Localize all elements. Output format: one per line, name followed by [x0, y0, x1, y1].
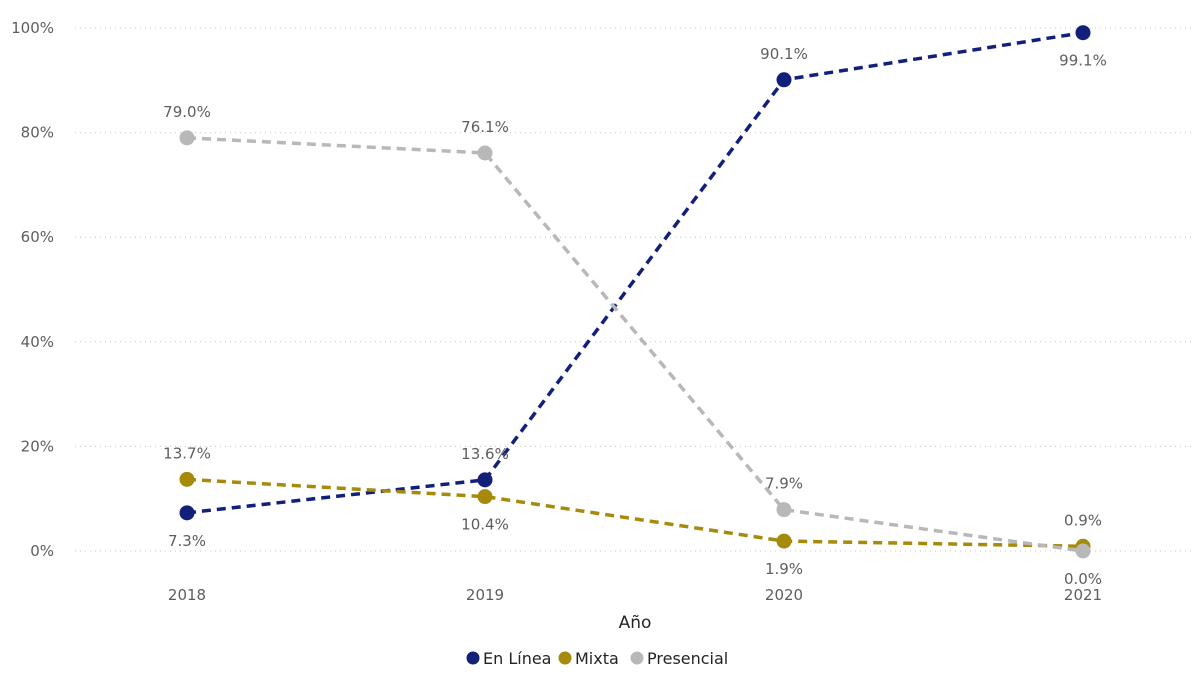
- data-point: [477, 145, 493, 161]
- data-point: [1075, 543, 1091, 559]
- data-label: 79.0%: [163, 103, 211, 121]
- legend-label: Mixta: [575, 649, 619, 668]
- data-label: 76.1%: [461, 118, 509, 136]
- data-point: [776, 533, 792, 549]
- x-tick-label: 2020: [765, 586, 803, 604]
- data-point: [776, 72, 792, 88]
- data-label: 7.9%: [765, 475, 803, 493]
- y-tick-label: 20%: [21, 437, 54, 455]
- x-tick-label: 2021: [1064, 586, 1102, 604]
- series-line-1: [186, 477, 1084, 549]
- y-tick-label: 100%: [11, 19, 54, 37]
- series-line-0: [186, 30, 1084, 515]
- data-label: 13.7%: [163, 444, 211, 462]
- data-label: 0.9%: [1064, 511, 1102, 529]
- y-tick-label: 40%: [21, 333, 54, 351]
- legend-label: En Línea: [483, 649, 551, 668]
- data-point: [477, 472, 493, 488]
- legend-label: Presencial: [647, 649, 728, 668]
- data-point: [776, 502, 792, 518]
- data-point: [179, 471, 195, 487]
- data-point: [179, 505, 195, 521]
- legend-marker: [558, 651, 572, 665]
- data-label: 13.6%: [461, 445, 509, 463]
- data-label: 10.4%: [461, 516, 509, 534]
- data-label: 0.0%: [1064, 570, 1102, 588]
- x-tick-label: 2019: [466, 586, 504, 604]
- y-tick-label: 60%: [21, 228, 54, 246]
- data-point: [477, 489, 493, 505]
- series-line-2: [186, 136, 1084, 553]
- y-tick-label: 0%: [30, 542, 54, 560]
- data-label: 90.1%: [760, 45, 808, 63]
- legend-marker: [466, 651, 480, 665]
- legend-marker: [630, 651, 644, 665]
- x-axis-title: Año: [619, 613, 652, 633]
- data-label: 1.9%: [765, 560, 803, 578]
- data-label: 99.1%: [1059, 52, 1107, 70]
- data-label: 7.3%: [168, 532, 206, 550]
- data-point: [179, 130, 195, 146]
- y-tick-label: 80%: [21, 124, 54, 142]
- x-tick-label: 2018: [168, 586, 206, 604]
- data-point: [1075, 25, 1091, 41]
